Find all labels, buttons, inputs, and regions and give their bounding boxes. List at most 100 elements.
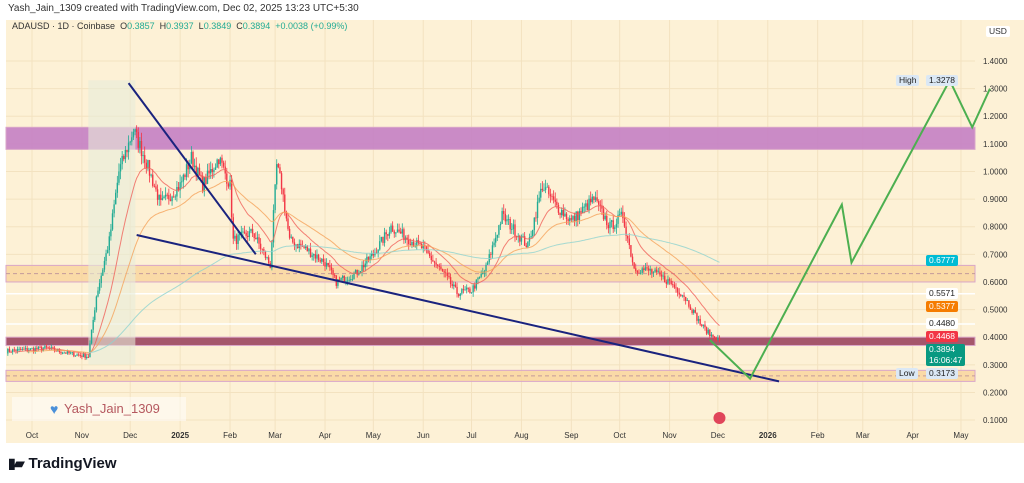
candle-body [581, 206, 584, 213]
candle-body [670, 280, 672, 285]
candle-body [129, 141, 131, 143]
tv-logo-icon: ▮▰ [8, 455, 25, 471]
y-tick-label: 0.1000 [983, 416, 1008, 425]
candle-body [689, 306, 692, 310]
candle-body [20, 348, 22, 350]
candle-body [567, 219, 569, 222]
x-tick-label: Apr [906, 431, 919, 440]
candle-body [699, 318, 701, 325]
symbol[interactable]: ADAUSD · 1D · Coinbase [12, 21, 116, 31]
candle-body [8, 348, 11, 352]
candle-body [361, 265, 363, 272]
candle-body [482, 272, 484, 274]
candle-body [333, 274, 336, 276]
candle-body [464, 289, 466, 291]
author-watermark: ♥ Yash_Jain_1309 [12, 397, 186, 421]
candle-body [164, 194, 167, 197]
candle-body [37, 346, 40, 350]
candle-body [387, 234, 389, 236]
candle-body [409, 244, 412, 246]
candle-body [145, 162, 148, 169]
candle-body [589, 198, 592, 203]
candle-body [543, 189, 545, 191]
candle-body [172, 196, 175, 198]
candle-body [329, 265, 331, 268]
candle-body [599, 204, 602, 206]
candle-body [412, 241, 415, 247]
candle-body [560, 209, 563, 216]
candle-body [248, 231, 251, 238]
candle-body [153, 185, 156, 187]
price-axis [975, 20, 1024, 443]
price-label-white: 0.4480 [926, 318, 958, 330]
candle-body [668, 279, 671, 281]
candle-body [313, 254, 315, 256]
candle-body [623, 218, 626, 227]
candle-body [459, 293, 461, 296]
x-tick-label: Aug [514, 431, 528, 440]
candle-body [345, 280, 347, 283]
candle-body [7, 348, 9, 354]
candle-body [97, 290, 99, 297]
candle-body [530, 236, 532, 238]
candle-body [356, 269, 358, 275]
candle-body [123, 156, 125, 160]
candle-body [309, 248, 312, 257]
x-tick-label: Dec [123, 431, 137, 440]
candle-body [126, 149, 128, 153]
candle-body [713, 336, 716, 340]
candle-body [457, 294, 460, 296]
candle-body [237, 234, 239, 244]
y-tick-label: 1.2000 [983, 112, 1008, 121]
candle-body [55, 350, 57, 352]
candle-body [532, 230, 534, 237]
candle-body [676, 288, 679, 293]
candle-body [580, 211, 582, 213]
candle-body [385, 232, 387, 235]
x-tick-label: Nov [662, 431, 676, 440]
candle-body [428, 253, 431, 257]
candle-body [546, 186, 548, 188]
candle-body [40, 347, 43, 351]
candle-body [267, 257, 270, 264]
candle-body [512, 224, 515, 230]
candle-body [359, 271, 362, 274]
candle-body [84, 353, 86, 359]
candle-body [358, 273, 360, 275]
x-tick-label: Jun [417, 431, 430, 440]
candle-body [578, 211, 581, 221]
candle-body [625, 226, 627, 236]
event-icon [713, 412, 726, 424]
candle-body [160, 194, 162, 200]
x-tick-label: Feb [223, 431, 237, 440]
currency-label[interactable]: USD [986, 26, 1010, 37]
tradingview-logo[interactable]: ▮▰ TradingView [8, 455, 117, 472]
candle-body [403, 229, 405, 241]
candle-body [462, 289, 465, 291]
candle-body [282, 189, 284, 195]
candle-body [519, 235, 521, 242]
ema-200-line [88, 233, 720, 354]
y-tick-label: 1.3000 [983, 85, 1008, 94]
candle-body [591, 196, 593, 203]
candle-body [399, 231, 402, 234]
candle-body [593, 196, 595, 201]
candle-body [470, 292, 473, 294]
candle-body [606, 215, 608, 226]
candle-body [119, 164, 122, 172]
y-tick-label: 0.9000 [983, 195, 1008, 204]
candle-body [454, 284, 457, 287]
candle-body [221, 157, 223, 163]
candle-body [686, 300, 688, 302]
candle-body [693, 310, 695, 314]
candle-body [288, 228, 291, 238]
candle-body [478, 276, 481, 278]
candle-body [156, 189, 159, 200]
candle-body [618, 214, 621, 215]
o-label: O [120, 21, 128, 31]
candle-body [646, 267, 648, 269]
y-tick-label: 0.6000 [983, 278, 1008, 287]
candle-body [110, 229, 112, 237]
candle-body [242, 231, 244, 233]
